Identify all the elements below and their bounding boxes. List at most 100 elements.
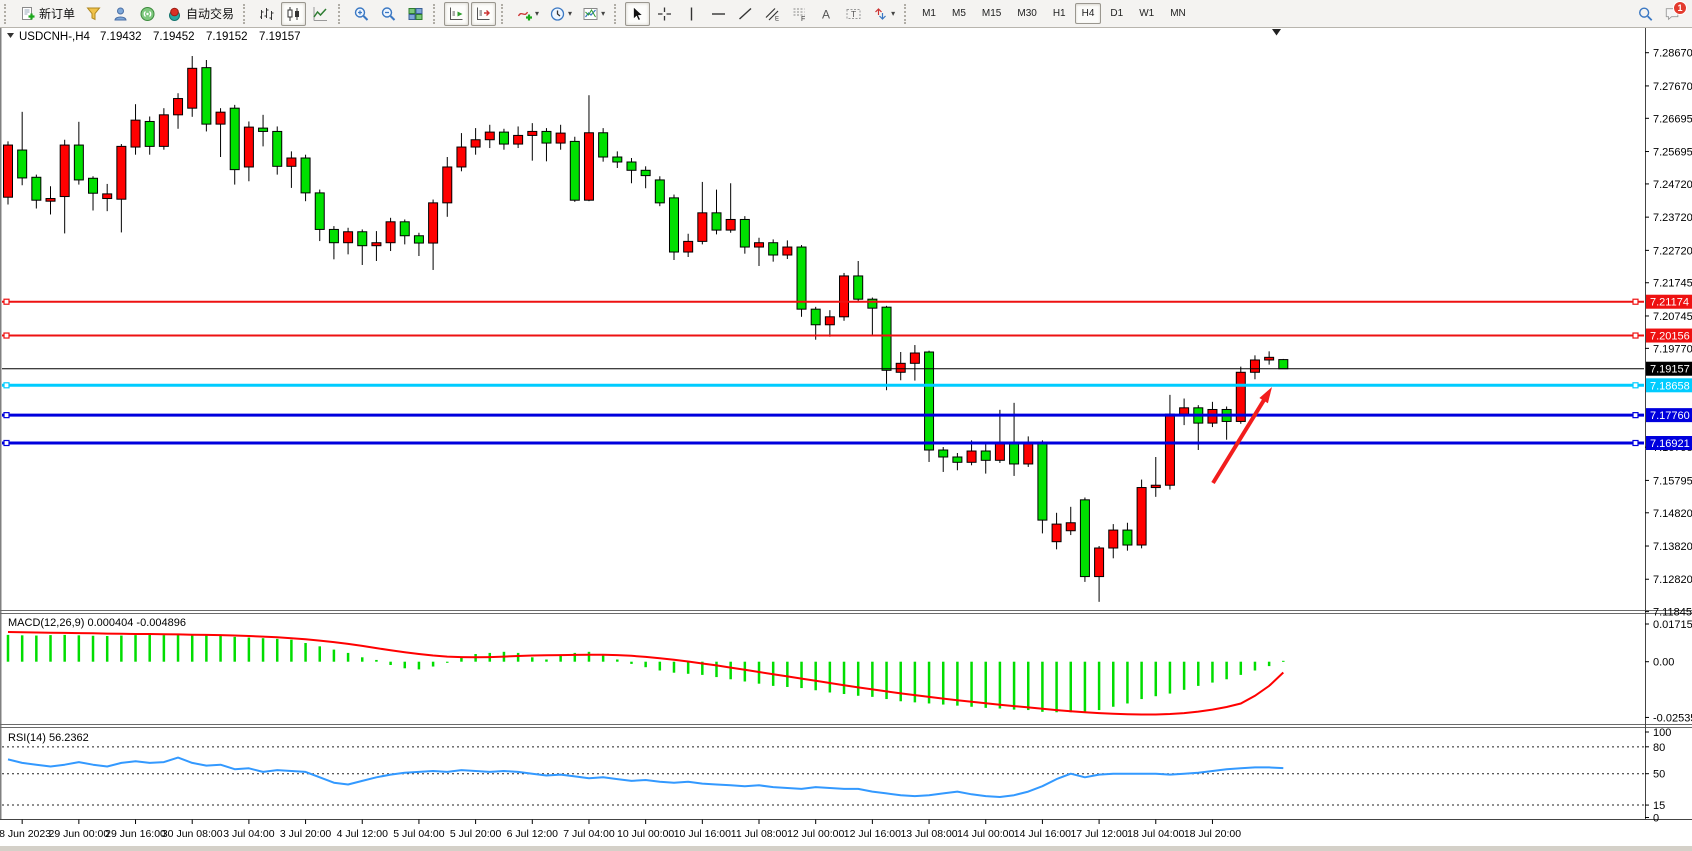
dropdown-caret-icon[interactable]: ▾ [535, 9, 540, 18]
svg-text:3 Jul 04:00: 3 Jul 04:00 [223, 828, 275, 840]
vline-icon [683, 6, 700, 22]
arrow-object[interactable] [1211, 387, 1272, 485]
templates-icon [582, 6, 599, 22]
zoom-in-button[interactable] [349, 2, 374, 26]
candlestick-button[interactable] [281, 1, 307, 26]
auto-trading-icon [166, 6, 183, 22]
shapes-button[interactable]: ▾ [868, 2, 899, 26]
svg-text:7.19770: 7.19770 [1653, 343, 1692, 355]
signals-button[interactable] [135, 2, 160, 26]
templates-button[interactable]: ▾ [578, 2, 609, 26]
cursor-button[interactable] [625, 1, 651, 26]
line-chart-button[interactable] [308, 2, 333, 26]
indicators-button[interactable]: ▾ [512, 2, 543, 26]
search-button[interactable] [1633, 2, 1658, 26]
market-watch-icon [85, 6, 102, 22]
label-icon: T [845, 6, 862, 22]
periods-button[interactable]: ▾ [545, 2, 576, 26]
horizontal-lines[interactable]: 7.21174 7.20156 7.18658 7.17760 7.16921 7.191… [2, 294, 1692, 451]
svg-text:10 Jul 16:00: 10 Jul 16:00 [674, 828, 731, 840]
svg-text:11 Jul 08:00: 11 Jul 08:00 [731, 828, 788, 840]
label-button[interactable]: T [841, 2, 866, 26]
fibonacci-icon: F [791, 6, 808, 23]
profile-button[interactable] [108, 2, 133, 26]
svg-text:7.25695: 7.25695 [1653, 147, 1692, 159]
chart-title-low: 7.19152 [206, 31, 248, 43]
svg-text:7.14820: 7.14820 [1653, 508, 1692, 520]
timeframe-d1-button[interactable]: D1 [1110, 8, 1124, 19]
new-order-button[interactable]: 新订单 [15, 2, 79, 26]
svg-text:12 Jul 16:00: 12 Jul 16:00 [844, 828, 901, 840]
svg-text:7.13820: 7.13820 [1653, 541, 1692, 553]
tile-windows-icon [407, 6, 424, 22]
toolbar-grip [4, 3, 11, 24]
svg-text:100: 100 [1653, 727, 1671, 739]
svg-text:29 Jun 00:00: 29 Jun 00:00 [48, 828, 109, 840]
svg-text:7.20745: 7.20745 [1653, 311, 1692, 323]
timeframe-w1-button[interactable]: W1 [1139, 8, 1155, 19]
dropdown-caret-icon[interactable]: ▾ [601, 9, 606, 18]
timeframe-mn-button[interactable]: MN [1170, 8, 1186, 19]
oneclick-trading-arrow[interactable] [7, 33, 14, 38]
profile-icon [112, 6, 129, 22]
svg-text:10 Jul 00:00: 10 Jul 00:00 [617, 828, 674, 840]
market-watch-button[interactable] [81, 2, 106, 26]
chart-title-close: 7.19157 [259, 31, 301, 43]
crosshair-button[interactable] [652, 2, 677, 26]
chart-shift-marker[interactable] [1272, 29, 1281, 36]
svg-text:13 Jul 08:00: 13 Jul 08:00 [900, 828, 957, 840]
candlestick-icon [285, 6, 302, 22]
auto-trading-button[interactable]: 自动交易 [162, 2, 238, 26]
svg-text:7.28670: 7.28670 [1653, 48, 1692, 60]
bar-chart-button[interactable] [254, 2, 279, 26]
channel-button[interactable]: E [760, 2, 785, 26]
indicators-icon [516, 6, 533, 22]
svg-text:18 Jul 04:00: 18 Jul 04:00 [1127, 828, 1184, 840]
timeframe-m15-button[interactable]: M15 [981, 8, 1002, 19]
timeframe-m30-button[interactable]: M30 [1017, 8, 1037, 19]
svg-text:7.18658: 7.18658 [1650, 380, 1690, 392]
svg-text:14 Jul 00:00: 14 Jul 00:00 [957, 828, 1014, 840]
fibonacci-button[interactable]: F [787, 2, 812, 26]
toolbar-grip [243, 3, 250, 24]
toolbar-right-icons: 1 [1632, 1, 1687, 26]
svg-text:12 Jul 00:00: 12 Jul 00:00 [787, 828, 844, 840]
chat-button[interactable]: 1 [1660, 1, 1687, 26]
dropdown-caret-icon[interactable]: ▾ [891, 9, 896, 18]
svg-text:4 Jul 12:00: 4 Jul 12:00 [337, 828, 389, 840]
svg-text:E: E [775, 16, 779, 22]
timeframe-m1-button[interactable]: M1 [922, 8, 936, 19]
text-icon: A [818, 6, 835, 22]
zoom-in-icon [353, 6, 370, 22]
zoom-out-icon [380, 6, 397, 22]
timeframe-h4-button[interactable]: H4 [1074, 3, 1102, 24]
dropdown-caret-icon[interactable]: ▾ [568, 9, 573, 18]
svg-text:7.21174: 7.21174 [1650, 297, 1689, 309]
hline-button[interactable] [706, 2, 731, 26]
trendline-button[interactable] [733, 2, 758, 26]
chart-title-open: 7.19432 [100, 31, 142, 43]
svg-text:A: A [822, 7, 830, 21]
auto-scroll-button[interactable] [444, 1, 470, 26]
zoom-out-button[interactable] [376, 2, 401, 26]
svg-text:7.20156: 7.20156 [1650, 331, 1690, 343]
svg-text:0: 0 [1653, 813, 1659, 825]
new-order-icon [19, 6, 36, 22]
svg-text:7.24720: 7.24720 [1653, 179, 1692, 191]
channel-icon: E [764, 6, 781, 22]
text-button[interactable]: A [814, 2, 839, 26]
svg-text:7.22720: 7.22720 [1653, 245, 1692, 257]
chart-shift-button[interactable] [471, 1, 497, 26]
svg-text:15: 15 [1653, 800, 1665, 812]
search-icon [1637, 6, 1654, 22]
timeframe-m5-button[interactable]: M5 [952, 8, 966, 19]
vline-button[interactable] [679, 2, 704, 26]
svg-text:0.00: 0.00 [1653, 657, 1674, 669]
svg-text:7.19157: 7.19157 [1650, 364, 1690, 376]
tile-windows-button[interactable] [403, 2, 428, 26]
timeframe-h1-button[interactable]: H1 [1052, 8, 1066, 19]
svg-text:7.26695: 7.26695 [1653, 113, 1692, 125]
svg-text:30 Jun 08:00: 30 Jun 08:00 [162, 828, 223, 840]
